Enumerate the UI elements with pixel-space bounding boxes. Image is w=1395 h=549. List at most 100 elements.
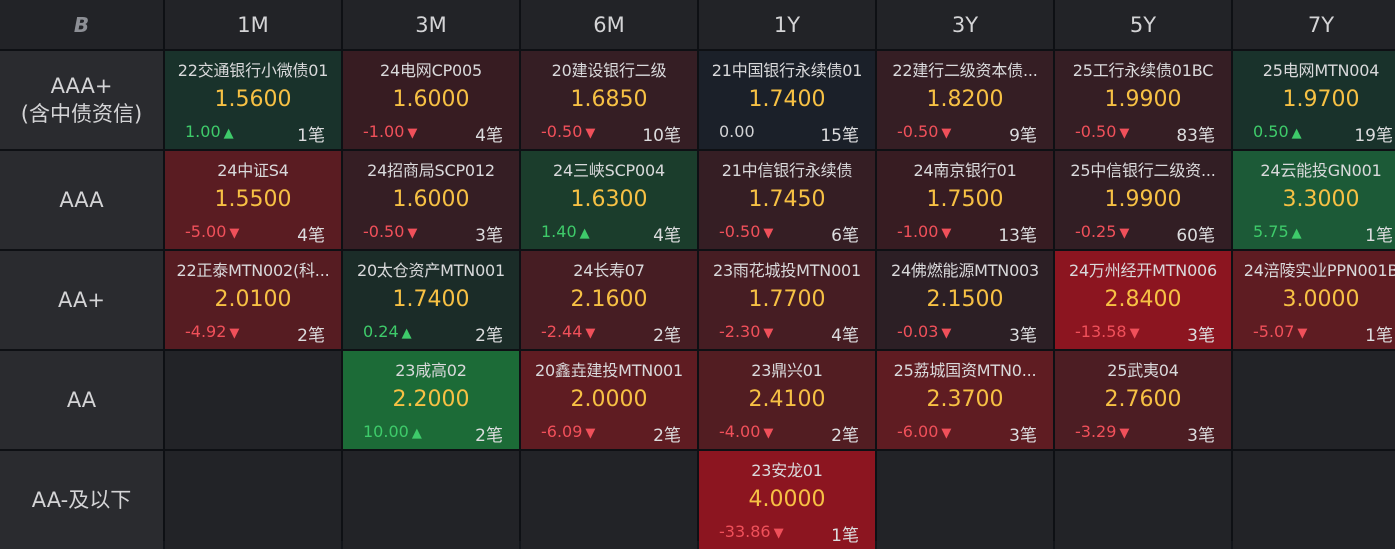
trade-count: 3笔 [475, 226, 503, 246]
bond-cell[interactable]: 23鼎兴01 2.4100 -4.00 ▼ 2笔 [699, 351, 875, 449]
bond-cell[interactable]: 21中信银行永续债 1.7450 -0.50 ▼ 6笔 [699, 151, 875, 249]
bond-cell[interactable]: 24涪陵实业PPN001B 3.0000 -5.07 ▼ 1笔 [1233, 251, 1395, 349]
change-value: -6.09 [541, 422, 583, 441]
bond-cell[interactable]: 25武夷04 2.7600 -3.29 ▼ 3笔 [1055, 351, 1231, 449]
yield-change: -33.86 ▼ [719, 522, 784, 541]
change-value: -3.29 [1075, 422, 1117, 441]
arrow-up-icon: ▲ [411, 426, 422, 441]
bond-name: 24电网CP005 [380, 61, 482, 80]
bond-cell[interactable]: 24云能投GN001 3.3000 5.75 ▲ 1笔 [1233, 151, 1395, 249]
change-value: 0.50 [1253, 122, 1289, 141]
arrow-down-icon: ▼ [585, 126, 596, 141]
row-header-rating[interactable]: AA [0, 351, 163, 449]
trade-count: 6笔 [831, 226, 859, 246]
change-value: -0.50 [541, 122, 583, 141]
bond-cell[interactable]: 24电网CP005 1.6000 -1.00 ▼ 4笔 [343, 51, 519, 149]
bond-cell[interactable]: 23安龙01 4.0000 -33.86 ▼ 1笔 [699, 451, 875, 549]
change-value: -0.50 [719, 222, 761, 241]
bond-yield: 1.7400 [748, 87, 826, 112]
bond-yield: 2.8400 [1104, 287, 1182, 312]
bond-cell[interactable]: 22建行二级资本债... 1.8200 -0.50 ▼ 9笔 [877, 51, 1053, 149]
column-header-5y[interactable]: 5Y [1055, 0, 1231, 49]
bond-cell[interactable]: 25工行永续债01BC 1.9900 -0.50 ▼ 83笔 [1055, 51, 1231, 149]
bond-yield: 1.5500 [214, 187, 292, 212]
bond-cell[interactable]: 25荔城国资MTN0... 2.3700 -6.00 ▼ 3笔 [877, 351, 1053, 449]
change-value: -5.00 [185, 222, 227, 241]
bond-yield: 1.6850 [570, 87, 648, 112]
bond-cell[interactable]: 21中国银行永续债01 1.7400 0.00 15笔 [699, 51, 875, 149]
bond-name: 21中信银行永续债 [721, 161, 853, 180]
trade-count: 2笔 [475, 426, 503, 446]
yield-change: -0.50 ▼ [719, 222, 773, 241]
arrow-down-icon: ▼ [229, 226, 240, 241]
bond-name: 25电网MTN004 [1262, 61, 1380, 80]
trade-count: 3笔 [1187, 426, 1215, 446]
column-header-7y[interactable]: 7Y [1233, 0, 1395, 49]
trade-count: 2笔 [831, 426, 859, 446]
row-header-rating[interactable]: AAA [0, 151, 163, 249]
bond-yield: 2.1500 [926, 287, 1004, 312]
bond-cell[interactable]: 24招商局SCP012 1.6000 -0.50 ▼ 3笔 [343, 151, 519, 249]
bond-cell[interactable]: 24三峡SCP004 1.6300 1.40 ▲ 4笔 [521, 151, 697, 249]
bond-yield: 4.0000 [748, 487, 826, 512]
column-header-3y[interactable]: 3Y [877, 0, 1053, 49]
change-value: -33.86 [719, 522, 771, 541]
bond-cell[interactable]: 24长寿07 2.1600 -2.44 ▼ 2笔 [521, 251, 697, 349]
bond-yield: 2.0100 [214, 287, 292, 312]
bond-cell[interactable]: 22正泰MTN002(科... 2.0100 -4.92 ▼ 2笔 [165, 251, 341, 349]
bond-cell[interactable]: 22交通银行小微债01 1.5600 1.00 ▲ 1笔 [165, 51, 341, 149]
empty-cell [165, 451, 341, 549]
change-value: -1.00 [363, 122, 405, 141]
arrow-down-icon: ▼ [585, 326, 596, 341]
trade-count: 9笔 [1009, 126, 1037, 146]
bond-cell[interactable]: 20太仓资产MTN001 1.7400 0.24 ▲ 2笔 [343, 251, 519, 349]
bond-cell[interactable]: 20鑫垚建投MTN001 2.0000 -6.09 ▼ 2笔 [521, 351, 697, 449]
bond-yield: 1.5600 [214, 87, 292, 112]
yield-change: 5.75 ▲ [1253, 222, 1302, 241]
column-header-6m[interactable]: 6M [521, 0, 697, 49]
bond-cell[interactable]: 24佛燃能源MTN003 2.1500 -0.03 ▼ 3笔 [877, 251, 1053, 349]
column-header-1y[interactable]: 1Y [699, 0, 875, 49]
row-header-rating[interactable]: AA-及以下 [0, 451, 163, 549]
yield-change: -1.00 ▼ [897, 222, 951, 241]
bond-yield: 1.6000 [392, 87, 470, 112]
arrow-down-icon: ▼ [763, 226, 774, 241]
bond-cell[interactable]: 24中证S4 1.5500 -5.00 ▼ 4笔 [165, 151, 341, 249]
bond-yield: 1.7450 [748, 187, 826, 212]
change-value: -0.25 [1075, 222, 1117, 241]
bond-cell[interactable]: 24万州经开MTN006 2.8400 -13.58 ▼ 3笔 [1055, 251, 1231, 349]
bond-cell[interactable]: 20建设银行二级 1.6850 -0.50 ▼ 10笔 [521, 51, 697, 149]
change-value: -4.00 [719, 422, 761, 441]
arrow-down-icon: ▼ [1119, 226, 1130, 241]
yield-change: -4.00 ▼ [719, 422, 773, 441]
bond-cell[interactable]: 25电网MTN004 1.9700 0.50 ▲ 19笔 [1233, 51, 1395, 149]
trade-count: 10笔 [642, 126, 681, 146]
trade-count: 4笔 [475, 126, 503, 146]
column-header-1m[interactable]: 1M [165, 0, 341, 49]
bond-cell[interactable]: 24南京银行01 1.7500 -1.00 ▼ 13笔 [877, 151, 1053, 249]
arrow-down-icon: ▼ [941, 126, 952, 141]
empty-cell [343, 451, 519, 549]
arrow-down-icon: ▼ [763, 426, 774, 441]
bond-yield: 1.8200 [926, 87, 1004, 112]
empty-cell [521, 451, 697, 549]
change-value: 0.00 [719, 122, 755, 141]
trade-count: 2笔 [297, 326, 325, 346]
yield-change: -0.50 ▼ [897, 122, 951, 141]
change-value: -13.58 [1075, 322, 1127, 341]
column-header-3m[interactable]: 3M [343, 0, 519, 49]
bond-name: 23鼎兴01 [751, 361, 823, 380]
row-header-rating[interactable]: AAA+ (含中债资信) [0, 51, 163, 149]
yield-change: -0.03 ▼ [897, 322, 951, 341]
arrow-down-icon: ▼ [1297, 326, 1308, 341]
arrow-up-icon: ▲ [1291, 226, 1302, 241]
row-header-rating[interactable]: AA+ [0, 251, 163, 349]
bond-name: 20鑫垚建投MTN001 [534, 361, 684, 380]
bond-cell[interactable]: 23雨花城投MTN001 1.7700 -2.30 ▼ 4笔 [699, 251, 875, 349]
trade-count: 4笔 [653, 226, 681, 246]
bond-cell[interactable]: 25中信银行二级资... 1.9900 -0.25 ▼ 60笔 [1055, 151, 1231, 249]
trade-count: 2笔 [653, 426, 681, 446]
bond-cell[interactable]: 23咸高02 2.2000 10.00 ▲ 2笔 [343, 351, 519, 449]
bond-name: 22建行二级资本债... [892, 61, 1038, 80]
